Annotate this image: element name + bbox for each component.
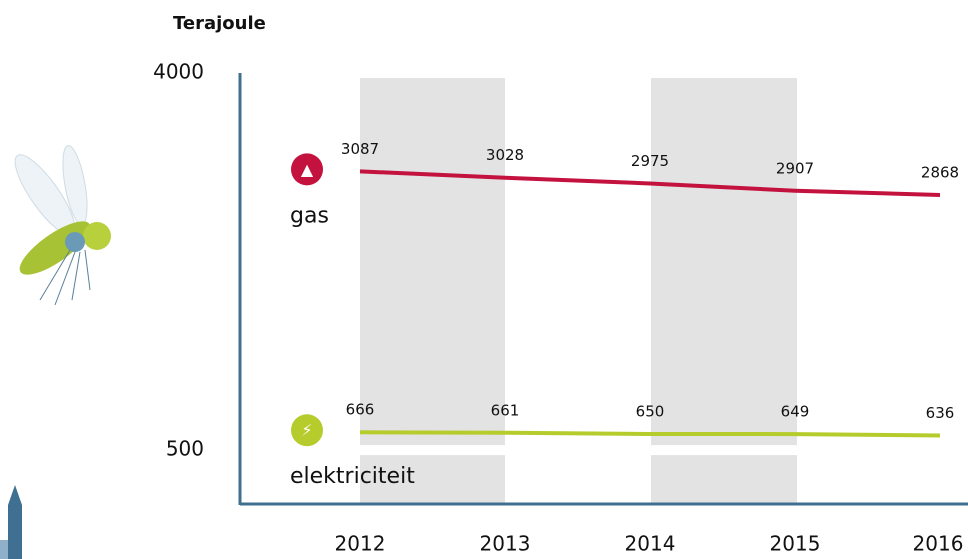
value-label: 3087 [341,140,379,158]
x-tick-label: 2013 [480,532,531,556]
series-icon [291,153,323,186]
x-tick-label: 2016 [913,532,964,556]
y-axis-label: Terajoule [173,13,266,34]
series-label: elektriciteit [290,464,415,489]
value-label: 2868 [921,163,959,181]
value-label: 2907 [776,159,814,177]
mosquito-illustration [14,145,111,306]
value-label: 650 [636,402,665,420]
x-tick-label: 2014 [625,532,676,556]
value-label: 661 [491,401,520,419]
value-label: 636 [926,404,955,422]
value-label: 3028 [486,146,524,164]
value-label: 2975 [631,152,669,170]
series-icon [291,414,323,447]
value-label: 649 [781,403,810,421]
x-tick-label: 2012 [335,532,386,556]
series-label: gas [290,203,329,228]
y-tick-label: 4000 [153,60,204,84]
series-line [359,169,941,197]
background-bands [360,78,797,504]
series-icon-glyph: ⚡ [301,421,312,440]
y-tick-label: 500 [166,437,204,461]
x-tick-label: 2015 [770,532,821,556]
series-icon-glyph: ▲ [301,160,314,179]
value-label: 666 [346,401,375,419]
tower-illustration [0,485,22,559]
series-line [359,430,941,438]
